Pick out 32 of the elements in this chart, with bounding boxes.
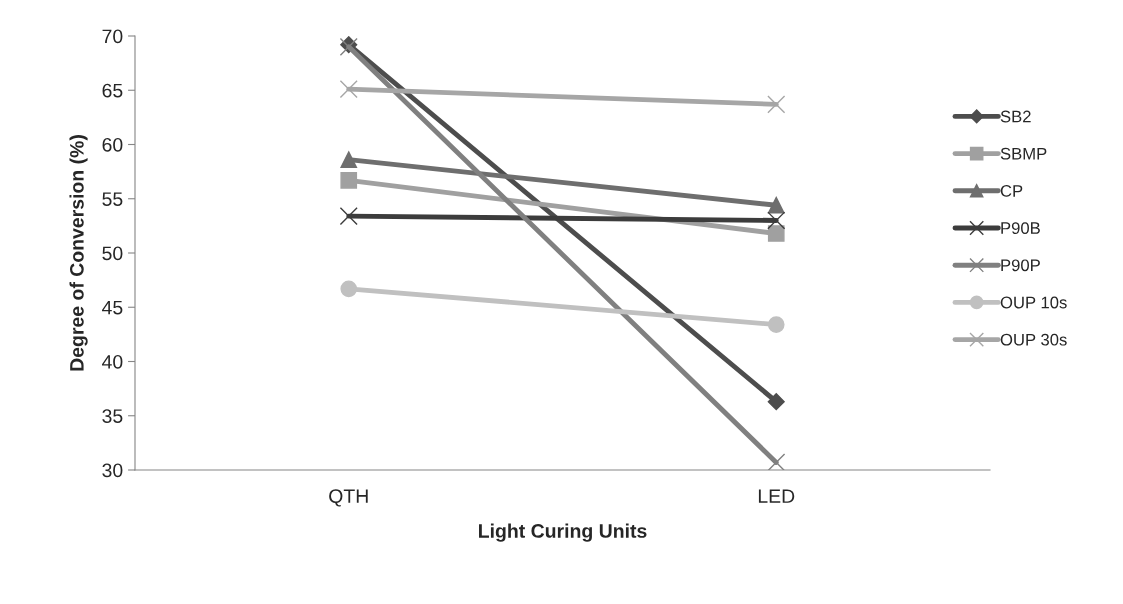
point bbox=[767, 225, 785, 242]
legend-label: SBMP bbox=[1000, 147, 1047, 160]
point bbox=[767, 453, 786, 470]
y-tick-label: 40 bbox=[102, 354, 123, 369]
legend-label: OUP 10s bbox=[1000, 296, 1067, 309]
x-axis-title: Light Curing Units bbox=[479, 523, 647, 542]
y-tick-label: 65 bbox=[102, 83, 123, 98]
legend-label: SB2 bbox=[1000, 110, 1031, 123]
legend-label: OUP 30s bbox=[1000, 333, 1067, 346]
point bbox=[339, 80, 358, 99]
x-tick-label: QTH bbox=[329, 489, 368, 507]
y-tick-label: 70 bbox=[102, 29, 123, 44]
y-tick-label: 55 bbox=[102, 192, 123, 206]
point bbox=[340, 280, 358, 298]
point bbox=[340, 171, 358, 189]
y-tick-label: 45 bbox=[102, 300, 123, 315]
point bbox=[767, 393, 785, 411]
y-axis-title: Degree of Conversion (%) bbox=[69, 135, 88, 371]
x-tick-label: LED bbox=[758, 489, 795, 503]
point bbox=[767, 95, 786, 114]
point bbox=[767, 211, 786, 230]
y-tick-label: 30 bbox=[102, 463, 123, 478]
point bbox=[339, 207, 358, 226]
legend-label: CP bbox=[1000, 184, 1023, 197]
legend-label: P90P bbox=[1001, 259, 1040, 272]
point bbox=[767, 196, 785, 214]
y-tick-label: 50 bbox=[102, 246, 123, 261]
y-tick-label: 60 bbox=[102, 137, 123, 152]
point bbox=[767, 316, 785, 333]
y-tick-label: 35 bbox=[102, 409, 123, 423]
legend-label: P90B bbox=[1001, 222, 1040, 234]
point bbox=[340, 151, 358, 169]
